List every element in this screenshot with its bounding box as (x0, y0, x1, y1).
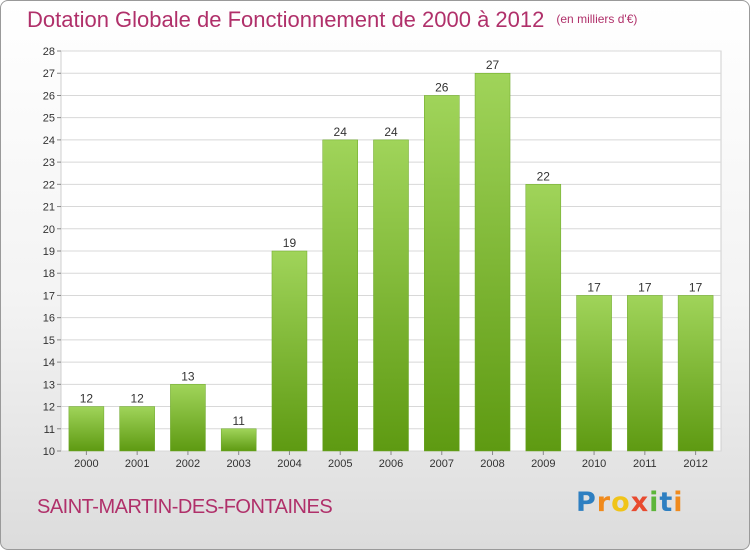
bar (68, 406, 105, 452)
logo-letter: r (596, 487, 612, 518)
y-axis-ticks: 10 11 12 13 14 15 16 17 18 19 20 21 22 23 24 25 26 27 28 (43, 46, 61, 458)
y-tick-label: 12 (43, 402, 55, 414)
bar-value-label: 17 (689, 280, 703, 294)
bar-value-label: 19 (283, 236, 297, 250)
y-tick-label: 23 (43, 157, 55, 169)
bar-value-label: 11 (232, 414, 245, 428)
x-tick-label: 2003 (226, 458, 250, 470)
logo-letter: P (576, 487, 597, 518)
bar (576, 295, 612, 452)
y-tick-label: 24 (43, 135, 55, 147)
bar (220, 428, 257, 452)
y-tick-label: 11 (44, 424, 55, 436)
commune-name: SAINT-MARTIN-DES-FONTAINES (37, 496, 333, 518)
proxiti-logo: Proxiti (576, 487, 684, 518)
logo-letter: i (649, 487, 660, 518)
bar (271, 250, 308, 452)
x-tick-label: 2000 (74, 458, 98, 470)
bar (373, 139, 409, 452)
bar-value-label: 17 (587, 280, 601, 294)
logo-letter: x (630, 487, 650, 518)
bar (677, 295, 714, 452)
y-tick-label: 26 (43, 90, 55, 102)
y-tick-label: 17 (43, 290, 55, 302)
x-axis-ticks: 2000 2001 2002 2003 2004 2005 2006 2007 2008 2009… (74, 451, 708, 470)
y-tick-label: 27 (43, 68, 55, 80)
x-tick-label: 2011 (633, 458, 657, 470)
bars: 12 12 13 11 19 24 24 26 27 22 17 17 17 (68, 58, 714, 452)
x-tick-label: 2005 (328, 458, 352, 470)
bar-value-label: 22 (537, 169, 551, 183)
bar (424, 95, 460, 452)
bar-value-label: 13 (181, 369, 195, 383)
bar-value-label: 17 (638, 280, 652, 294)
logo-letter: o (611, 487, 631, 518)
x-tick-label: 2009 (531, 458, 555, 470)
y-tick-label: 22 (43, 179, 55, 191)
chart-title-text: Dotation Globale de Fonctionnement de 20… (27, 7, 545, 32)
x-tick-label: 2010 (582, 458, 606, 470)
y-tick-label: 14 (43, 357, 55, 369)
bar-value-label: 24 (384, 125, 398, 139)
bar (322, 139, 358, 452)
x-tick-label: 2007 (430, 458, 454, 470)
logo-letter: i (673, 487, 684, 518)
y-tick-label: 28 (43, 46, 55, 58)
y-tick-label: 13 (43, 379, 55, 391)
x-tick-label: 2002 (176, 458, 200, 470)
bar (525, 184, 562, 452)
logo-letter: t (659, 487, 674, 518)
bar-value-label: 24 (334, 125, 348, 139)
bar (627, 295, 663, 452)
x-tick-label: 2001 (125, 458, 149, 470)
chart-unit: (en milliers d'€) (556, 12, 638, 26)
x-tick-label: 2012 (683, 458, 707, 470)
chart-title: Dotation Globale de Fonctionnement de 20… (27, 7, 637, 33)
x-tick-label: 2004 (277, 458, 301, 470)
y-tick-label: 18 (43, 268, 55, 280)
y-tick-label: 25 (43, 113, 55, 125)
bar (170, 384, 206, 452)
y-tick-label: 16 (43, 313, 55, 325)
y-tick-label: 21 (43, 202, 55, 214)
y-tick-label: 10 (43, 446, 55, 458)
bar-value-label: 26 (435, 80, 449, 94)
bar-value-label: 27 (486, 58, 500, 72)
bar-value-label: 12 (80, 392, 94, 406)
y-tick-label: 20 (43, 224, 55, 236)
x-tick-label: 2008 (480, 458, 504, 470)
y-tick-label: 15 (43, 335, 55, 347)
x-tick-label: 2006 (379, 458, 403, 470)
bar (119, 406, 155, 452)
bar (474, 72, 511, 452)
bar-value-label: 12 (130, 392, 144, 406)
y-tick-label: 19 (43, 246, 55, 258)
